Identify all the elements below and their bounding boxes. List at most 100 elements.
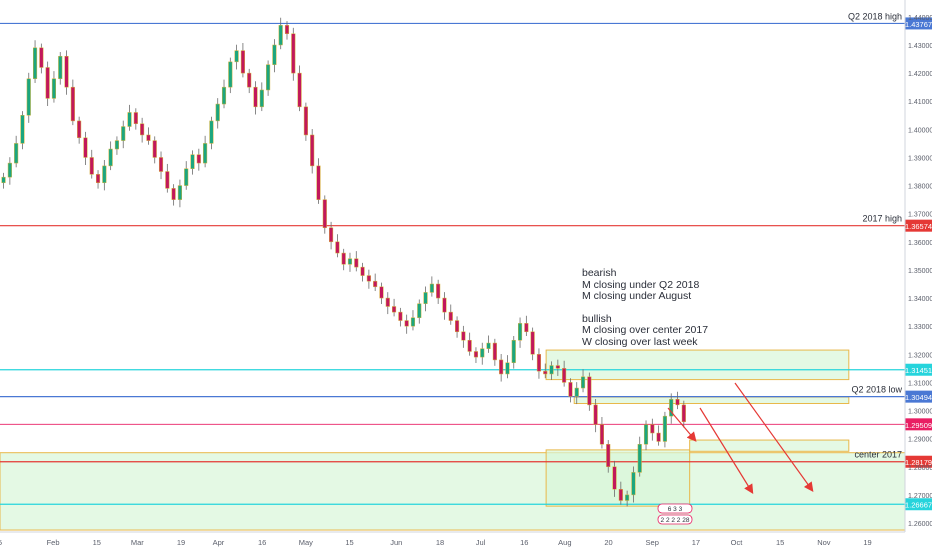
time-tick-1: Feb xyxy=(47,538,60,547)
candle-body-100 xyxy=(631,472,636,496)
candle-body-97 xyxy=(612,466,617,490)
price-tick-15: 1.29000 xyxy=(908,437,932,444)
level-price-text-2: 1.31451 xyxy=(905,366,932,375)
support-zone-inner xyxy=(545,449,691,507)
time-tick-0: 5 xyxy=(0,538,2,547)
candle-body-103 xyxy=(650,424,655,434)
candle-body-59 xyxy=(373,280,378,288)
price-tick-7: 1.37000 xyxy=(908,212,932,219)
level-price-text-0: 1.43767 xyxy=(905,20,932,29)
candle-body-18 xyxy=(114,140,119,150)
level-label-3: Q2 2018 low xyxy=(851,385,902,395)
candle-body-0 xyxy=(1,176,6,184)
price-tick-18: 1.26000 xyxy=(908,521,932,528)
time-tick-7: May xyxy=(299,538,313,547)
candle-body-101 xyxy=(637,444,642,473)
level-price-text-1: 1.36574 xyxy=(905,222,932,231)
price-tick-4: 1.40000 xyxy=(908,127,932,134)
candle-body-105 xyxy=(662,415,667,442)
price-axis: 1.44000 1.43000 1.42000 1.41000 1.40000 1.390… xyxy=(904,0,932,532)
level-price-text-4: 1.29509 xyxy=(905,421,932,430)
price-tick-17: 1.27000 xyxy=(908,493,932,500)
candle-body-3 xyxy=(20,115,25,144)
candle-body-90 xyxy=(568,382,573,397)
level-price-text-6: 1.26667 xyxy=(905,501,932,510)
candle-body-106 xyxy=(669,399,674,417)
candle-body-54 xyxy=(341,252,346,265)
event-badge-text-0: 6 3 3 xyxy=(668,506,683,513)
candle-body-30 xyxy=(190,154,195,169)
candle-body-93 xyxy=(587,376,592,406)
candle-body-29 xyxy=(184,168,189,186)
time-tick-17: Oct xyxy=(731,538,744,547)
candle-body-25 xyxy=(158,157,164,172)
candle-body-70 xyxy=(442,297,447,313)
time-tick-14: 20 xyxy=(604,538,612,547)
price-tick-9: 1.35000 xyxy=(908,268,932,275)
candle-body-24 xyxy=(152,140,157,158)
candle-body-91 xyxy=(574,387,579,397)
candle-body-75 xyxy=(473,351,479,358)
candle-body-40 xyxy=(253,86,258,108)
price-tick-10: 1.34000 xyxy=(908,296,932,303)
candle-body-39 xyxy=(247,72,252,88)
level-price-tag-2 xyxy=(905,363,932,376)
candle-body-49 xyxy=(310,134,315,167)
price-tick-8: 1.36000 xyxy=(908,240,932,247)
candle-body-61 xyxy=(385,297,390,307)
level-price-text-3: 1.30494 xyxy=(905,393,932,402)
bullish-title: bullish xyxy=(582,312,612,325)
arrows-layer xyxy=(667,382,814,495)
candle-body-15 xyxy=(95,174,101,184)
candle-body-68 xyxy=(429,283,434,293)
level-price-tag-0 xyxy=(905,17,932,30)
candle-body-67 xyxy=(423,292,428,304)
candle-body-32 xyxy=(203,143,208,164)
support-zone-wide xyxy=(0,452,906,531)
candle-body-95 xyxy=(599,424,604,445)
time-tick-6: 16 xyxy=(258,538,266,547)
candle-body-13 xyxy=(83,137,88,158)
time-tick-8: 15 xyxy=(345,538,353,547)
candle-body-16 xyxy=(102,165,107,184)
projection-arrow-0 xyxy=(667,407,697,442)
candle-body-43 xyxy=(272,44,277,65)
candle-body-104 xyxy=(656,432,661,442)
candle-body-62 xyxy=(392,306,397,313)
candle-body-37 xyxy=(234,50,239,63)
candle-body-71 xyxy=(448,311,453,321)
candle-body-102 xyxy=(643,424,649,445)
candle-body-46 xyxy=(291,33,296,74)
candle-body-9 xyxy=(58,55,63,79)
candle-body-85 xyxy=(536,354,541,372)
candle-body-2 xyxy=(14,143,19,164)
candle-body-78 xyxy=(492,342,497,361)
price-tick-1: 1.43000 xyxy=(908,43,932,50)
candle-body-12 xyxy=(77,120,82,139)
candle-body-11 xyxy=(70,86,75,122)
bullish-condition-1: M closing over center 2017 xyxy=(582,324,709,336)
candle-body-53 xyxy=(335,241,340,254)
candles-layer xyxy=(1,17,686,507)
candle-body-19 xyxy=(121,126,126,141)
time-tick-19: Nov xyxy=(817,538,831,547)
candle-body-26 xyxy=(165,171,170,189)
candle-body-35 xyxy=(221,86,227,105)
candle-body-42 xyxy=(266,64,271,91)
candle-body-31 xyxy=(196,154,201,164)
candle-body-99 xyxy=(625,494,630,501)
candle-body-72 xyxy=(455,320,460,333)
candle-body-108 xyxy=(681,404,686,423)
level-label-1: 2017 high xyxy=(862,214,902,224)
candle-body-34 xyxy=(215,103,220,122)
time-tick-9: Jun xyxy=(390,538,402,547)
candle-body-66 xyxy=(417,303,422,318)
time-tick-16: 17 xyxy=(692,538,700,547)
candle-body-63 xyxy=(398,311,403,321)
candle-body-44 xyxy=(278,25,283,46)
bullish-condition-2: W closing over last week xyxy=(582,335,698,348)
price-tick-12: 1.32000 xyxy=(908,352,932,359)
candle-body-55 xyxy=(347,258,353,265)
